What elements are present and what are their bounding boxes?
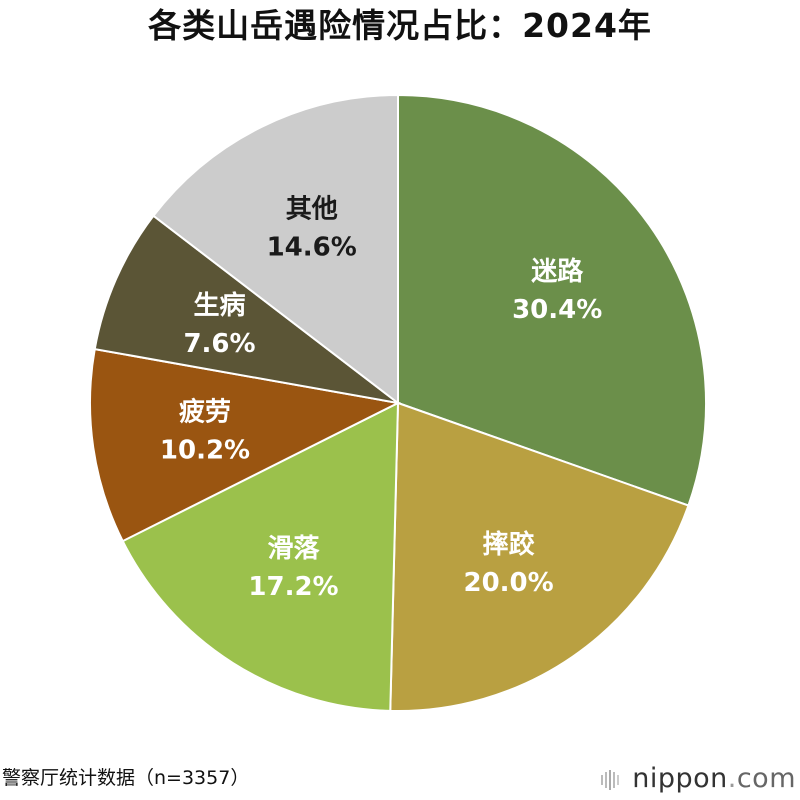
brand-tld: com (736, 763, 796, 794)
brand-name: nippon (632, 763, 728, 794)
slice-value-label: 20.0% (463, 568, 553, 598)
source-note: 警察厅统计数据（n=3357） (2, 767, 250, 789)
pie-slice (397, 93, 707, 507)
brand-logo: nippon.com (600, 763, 796, 794)
slice-value-label: 10.2% (160, 436, 250, 466)
bars-logo-icon (601, 769, 620, 790)
pie-slice (389, 401, 690, 712)
slice-label: 摔跤 (483, 529, 535, 560)
slice-value-label: 14.6% (267, 233, 357, 263)
slice-label: 滑落 (267, 534, 320, 564)
brand-dot: . (727, 763, 737, 794)
slice-value-label: 17.2% (248, 572, 338, 602)
slice-value-label: 7.6% (183, 329, 255, 359)
brand-wordmark: nippon.com (632, 763, 796, 794)
pie-slice (93, 214, 399, 404)
pie-slice (121, 401, 400, 712)
slice-value-label: 30.4% (512, 295, 602, 325)
pie-slice (152, 93, 399, 406)
slice-label: 其他 (286, 195, 338, 225)
slice-label: 生病 (193, 291, 245, 321)
slice-label: 迷路 (531, 256, 584, 287)
chart-title: 各类山岳遇险情况占比：2024年 (148, 6, 652, 45)
slice-label: 疲劳 (179, 397, 231, 428)
pie-slice (89, 347, 402, 543)
